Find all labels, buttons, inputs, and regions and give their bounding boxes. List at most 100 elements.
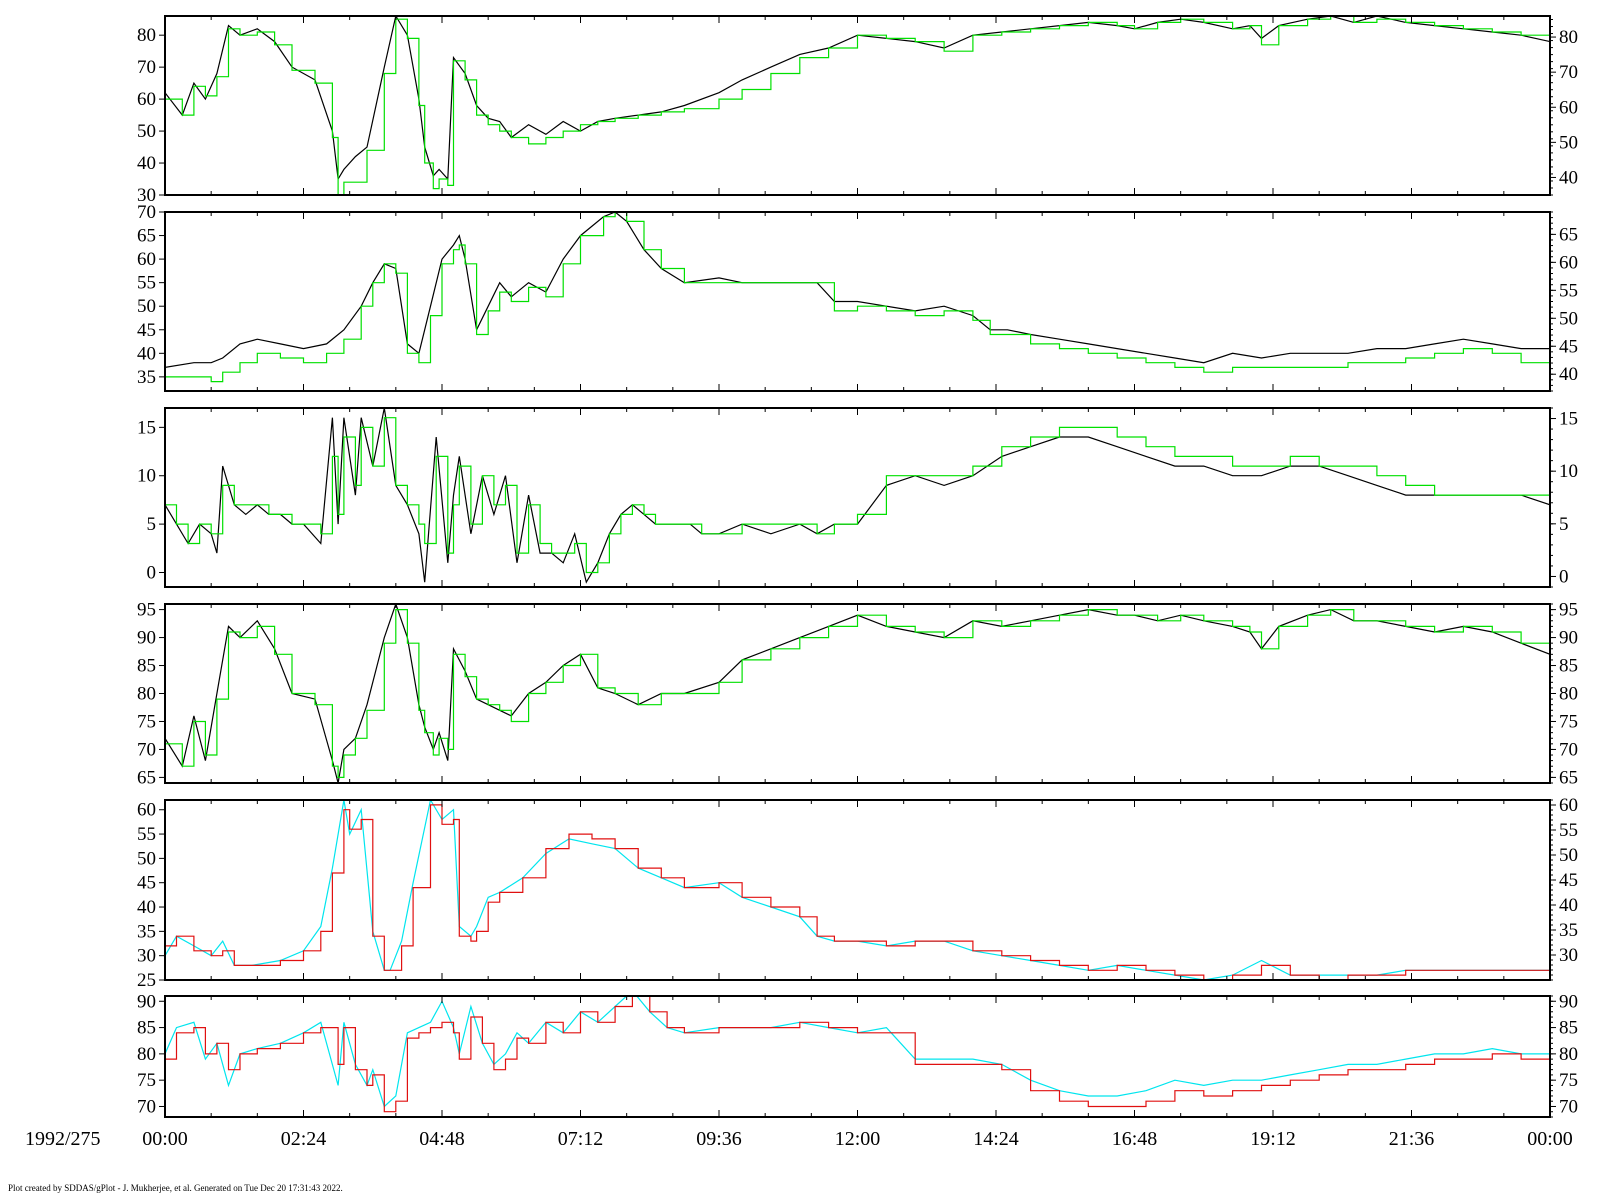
left-y-tick-label: 85 [137,1018,156,1039]
left-y-tick-label: 5 [147,514,157,535]
x-tick-label: 16:48 [1112,1128,1158,1150]
right-y-tick-label: 40 [1559,364,1578,385]
right-y-tick-label: 50 [1559,308,1578,329]
left-y-tick-label: 60 [137,249,156,270]
right-y-tick-label: 35 [1559,920,1578,941]
right-y-tick-label: 0 [1559,566,1569,587]
x-tick-label: 21:36 [1389,1128,1435,1150]
left-y-tick-label: 70 [137,57,156,78]
left-y-tick-label: 85 [137,656,156,677]
right-y-tick-label: 95 [1559,600,1578,621]
right-y-tick-label: 65 [1559,224,1578,245]
right-y-tick-label: 75 [1559,1070,1578,1091]
right-y-tick-label: 50 [1559,132,1578,153]
right-y-tick-label: 85 [1559,656,1578,677]
date-label: 1992/275 [25,1128,101,1150]
x-tick-label: 00:00 [1527,1128,1573,1150]
left-y-tick-label: 30 [137,185,156,206]
right-y-tick-label: 75 [1559,711,1578,732]
right-y-tick-label: 50 [1559,845,1578,866]
panel-3: 0 5 10 15 0 5 10 15 [137,407,1578,588]
left-y-tick-label: 30 [137,946,156,967]
left-y-tick-label: 40 [137,153,156,174]
left-y-tick-label: 80 [137,25,156,46]
left-y-tick-label: 45 [137,320,156,341]
panel-6: 70 75 80 85 90 70 75 80 85 90 [137,991,1578,1118]
right-y-tick-label: 45 [1559,870,1578,891]
right-y-tick-label: 65 [1559,767,1578,788]
left-y-tick-label: 50 [137,296,156,317]
left-y-tick-label: 45 [137,873,156,894]
panel-4-series-black-line [165,604,1550,783]
panel-1: 30 40 50 60 70 80 40 50 60 70 80 [137,15,1578,206]
right-y-tick-label: 80 [1559,684,1578,705]
right-y-tick-label: 10 [1559,461,1578,482]
footer-credit: Plot created by SDDAS/gPlot - J. Mukherj… [8,1183,343,1193]
left-y-tick-label: 80 [137,684,156,705]
left-y-tick-label: 40 [137,343,156,364]
left-y-tick-label: 40 [137,897,156,918]
right-y-tick-label: 5 [1559,514,1569,535]
panel-3-series-green-line [165,417,1550,574]
panels-group: 3040506070804050607080354045505560657040… [137,15,1578,1118]
left-y-tick-label: 35 [137,921,156,942]
left-y-tick-label: 80 [137,1044,156,1065]
left-y-tick-label: 25 [137,970,156,991]
left-y-tick-label: 50 [137,121,156,142]
left-y-tick-label: 60 [137,800,156,821]
left-y-tick-label: 90 [137,628,156,649]
left-y-tick-label: 70 [137,739,156,760]
panel-2-series-green-line [165,212,1550,383]
right-y-tick-label: 60 [1559,97,1578,118]
panel-5: 25 30 35 40 45 50 55 60 30 35 40 45 50 55 60 [137,795,1578,991]
right-y-tick-label: 45 [1559,336,1578,357]
right-y-tick-label: 85 [1559,1018,1578,1039]
right-y-tick-label: 90 [1559,628,1578,649]
left-y-tick-label: 90 [137,991,156,1012]
right-y-tick-label: 15 [1559,409,1578,430]
left-y-tick-label: 60 [137,89,156,110]
left-y-tick-label: 65 [137,226,156,247]
x-tick-label: 19:12 [1250,1128,1296,1150]
panel-5-series-cyan-line [165,800,1550,980]
x-tick-label: 12:00 [835,1128,881,1150]
right-y-tick-label: 55 [1559,820,1578,841]
x-tick-label: 00:00 [142,1128,188,1150]
right-y-tick-label: 60 [1559,252,1578,273]
left-y-tick-label: 0 [147,562,157,583]
left-y-tick-label: 35 [137,367,156,388]
right-y-tick-label: 80 [1559,27,1578,48]
x-tick-label: 14:24 [973,1128,1019,1150]
left-y-tick-label: 50 [137,848,156,869]
panel-1-series-black-line [165,16,1550,181]
panel-4-series-green-line [165,609,1550,778]
left-y-tick-label: 95 [137,600,156,621]
right-y-tick-label: 70 [1559,1096,1578,1117]
right-y-tick-label: 70 [1559,739,1578,760]
x-tick-label: 07:12 [558,1128,604,1150]
right-y-tick-label: 60 [1559,795,1578,816]
left-y-tick-label: 15 [137,417,156,438]
left-y-tick-label: 55 [137,273,156,294]
right-y-tick-label: 40 [1559,895,1578,916]
left-y-tick-label: 65 [137,767,156,788]
left-y-tick-label: 55 [137,824,156,845]
right-y-tick-label: 70 [1559,62,1578,83]
panel-1-series-green-line [165,16,1550,195]
left-y-tick-label: 70 [137,202,156,223]
right-y-tick-label: 80 [1559,1044,1578,1065]
x-tick-label: 09:36 [696,1128,742,1150]
x-tick-label: 04:48 [419,1128,465,1150]
left-y-tick-label: 75 [137,711,156,732]
panel-5-series-red-line [165,804,1550,980]
panel-4: 65 70 75 80 85 90 95 65 70 75 80 85 90 95 [137,600,1578,789]
left-y-tick-label: 75 [137,1070,156,1091]
right-y-tick-label: 90 [1559,991,1578,1012]
time-axis: 00:00 02:24 04:48 07:12 09:36 12:00 14:24 16:48… [142,1128,1573,1150]
panel-6-series-red-line [165,996,1550,1113]
right-y-tick-label: 30 [1559,945,1578,966]
x-tick-label: 02:24 [281,1128,327,1150]
